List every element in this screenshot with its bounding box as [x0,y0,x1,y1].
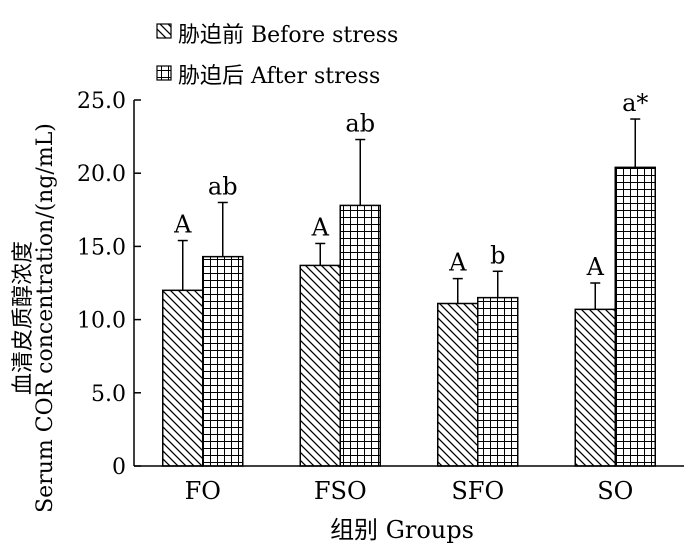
bar-after-fo [202,255,244,467]
error-bar [217,201,228,257]
bar-after-so [614,166,656,467]
error-bar [630,118,641,168]
legend-swatch-before [156,23,172,39]
error-bar [355,138,366,206]
significance-label: ab [345,110,375,138]
y-axis-title: 血清皮质醇浓度 Serum COR concentration/(ng/mL) [11,123,58,513]
significance-label: A [448,249,467,277]
y-tick-label: 10.0 [77,309,126,334]
error-bars [177,118,641,310]
y-tick-label: 25.0 [77,89,126,114]
legend-label-after: 胁迫后 After stress [178,64,380,89]
x-tick-label: FO [185,477,221,505]
bar-before-fso [299,264,341,467]
significance-label: ab [208,172,238,200]
significance-label: A [173,211,192,239]
bars [162,166,656,467]
error-bar [452,277,463,304]
y-tick-label: 20.0 [77,162,126,187]
x-axis-title: 组别 Groups [330,516,474,544]
bar-before-so [574,308,616,467]
bar-before-fo [162,289,204,467]
significance-label: a* [622,89,648,117]
x-tick-label: SO [597,477,633,505]
bar-after-fso [339,204,381,467]
y-tick-label: 15.0 [77,235,126,260]
legend-item-before: 胁迫前 Before stress [156,23,398,48]
x-axis-ticks: FO FSO SFO SO [185,477,634,505]
x-tick-label: FSO [314,477,367,505]
legend: 胁迫前 Before stress 胁迫后 After stress [156,23,398,89]
y-axis-ticks: 0 5.0 10.0 15.0 20.0 25.0 [77,89,141,480]
x-tick-label: SFO [451,477,504,505]
y-axis-title-cn: 血清皮质醇浓度 [11,241,36,395]
error-bar [590,282,601,310]
bar-after-sfo [477,296,519,467]
y-tick-label: 0 [112,455,126,480]
y-axis-title-en: Serum COR concentration/(ng/mL) [33,123,58,513]
significance-label: A [311,213,330,241]
significance-label: b [490,241,505,269]
significance-label: A [586,253,605,281]
y-tick-label: 5.0 [91,382,126,407]
error-bar [492,270,503,298]
error-bar [177,239,188,291]
legend-swatch-after [156,65,172,81]
legend-label-before: 胁迫前 Before stress [178,23,398,48]
error-bar [315,242,326,266]
bar-before-sfo [437,302,479,467]
legend-item-after: 胁迫后 After stress [156,64,380,89]
